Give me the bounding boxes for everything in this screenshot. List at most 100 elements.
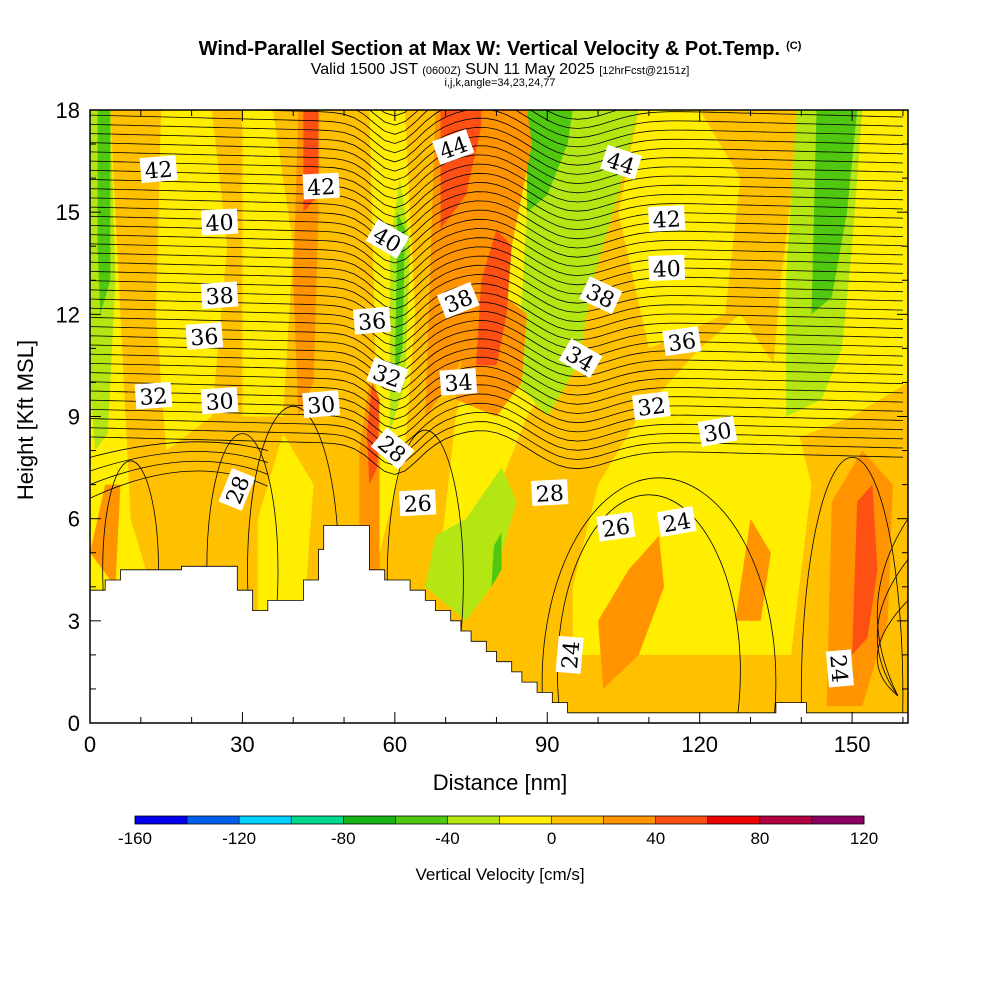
theta-label-text: 34 xyxy=(444,370,474,397)
isentrope-line xyxy=(90,35,903,79)
chart-title: Wind-Parallel Section at Max W: Vertical… xyxy=(0,38,1000,61)
theta-label: 40 xyxy=(648,254,686,283)
isentrope-line xyxy=(90,45,903,89)
x-tick-label: 0 xyxy=(84,732,96,757)
colorbar-swatch xyxy=(759,816,812,824)
grid-indices: i,j,k,angle=34,23,24,77 xyxy=(444,77,556,89)
theta-label-text: 26 xyxy=(601,514,632,543)
theta-label-text: 24 xyxy=(661,509,693,538)
theta-label-text: 42 xyxy=(652,207,681,233)
light-band xyxy=(257,433,314,655)
theta-label: 42 xyxy=(302,172,340,201)
x-axis-label: Distance [nm] xyxy=(433,770,568,795)
theta-label-text: 30 xyxy=(702,419,734,448)
theta-label: 30 xyxy=(200,386,239,416)
isentrope-line xyxy=(90,63,903,107)
y-tick-label: 9 xyxy=(68,405,80,430)
isentrope-line xyxy=(90,310,903,356)
updraft-zone xyxy=(598,535,665,689)
theta-label-box xyxy=(648,254,686,282)
x-tick-label: 90 xyxy=(535,732,559,757)
theta-label-box xyxy=(365,219,410,259)
isentrope-line xyxy=(90,255,903,301)
y-tick-label: 12 xyxy=(56,302,80,327)
colorbar: -160 -120 -80 -40 0 40 80 120 xyxy=(118,815,878,848)
isentrope-line xyxy=(90,451,268,472)
y-tick-label: 6 xyxy=(68,507,80,532)
isentrope-line xyxy=(90,411,903,457)
theta-label-text: 28 xyxy=(535,481,564,507)
updraft-core xyxy=(852,484,878,655)
theta-label: 32 xyxy=(631,391,671,422)
isentrope-line xyxy=(90,246,903,292)
theta-label: 44 xyxy=(431,129,475,165)
theta-label-box xyxy=(352,306,391,335)
theta-label: 36 xyxy=(185,322,224,351)
theta-label-box xyxy=(302,390,341,419)
terrain xyxy=(89,525,909,724)
colorbar-swatch xyxy=(447,816,500,824)
colorbar-tick-label: -80 xyxy=(331,829,356,848)
theta-label: 32 xyxy=(366,357,409,394)
theta-label-box xyxy=(134,381,173,410)
theta-label-text: 42 xyxy=(307,175,336,201)
theta-label-box xyxy=(370,427,415,470)
theta-label-text: 32 xyxy=(636,394,667,422)
theta-label-box xyxy=(558,338,603,378)
isentrope-line xyxy=(800,457,904,723)
theta-label: 38 xyxy=(200,281,239,311)
theta-label: 28 xyxy=(531,479,569,508)
isentrope-line xyxy=(90,301,903,347)
theta-label-box xyxy=(399,489,437,517)
green-core xyxy=(491,532,502,587)
y-tick-label: 3 xyxy=(68,609,80,634)
theta-label-box xyxy=(555,635,584,674)
colorbar-swatch xyxy=(499,816,552,824)
isentrope-line xyxy=(90,237,903,282)
theta-label-box xyxy=(596,511,636,542)
theta-label: 34 xyxy=(439,368,478,397)
isentrope-line xyxy=(90,329,903,374)
colorbar-swatch xyxy=(343,816,396,824)
y-axis-label: Height [Kft MSL] xyxy=(13,340,38,500)
theta-label: 42 xyxy=(139,155,178,185)
theta-label-box xyxy=(825,649,854,688)
x-tick-label: 60 xyxy=(383,732,407,757)
theta-label: 36 xyxy=(352,306,391,336)
theta-label-text: 30 xyxy=(205,389,235,416)
theta-label-box xyxy=(697,415,738,447)
theta-label-text: 36 xyxy=(357,309,387,336)
colorbar-swatch xyxy=(603,816,656,824)
valid-date: SUN 11 May 2025 xyxy=(465,61,595,78)
isentrope-line xyxy=(90,117,903,163)
updraft-core xyxy=(366,382,380,485)
colorbar-tick-label: 80 xyxy=(750,829,769,848)
colorbar-swatch xyxy=(395,816,448,824)
theta-label-text: 30 xyxy=(306,392,336,419)
colorbar-swatch xyxy=(291,816,344,824)
theta-label: 24 xyxy=(824,649,854,688)
isentrope-line xyxy=(90,154,903,200)
title-mark: (C) xyxy=(786,40,802,52)
theta-label: 24 xyxy=(656,506,697,538)
colorbar-swatch xyxy=(551,816,604,824)
theta-label: 42 xyxy=(648,205,686,234)
isentrope-line xyxy=(90,136,903,181)
colorbar-swatch xyxy=(811,816,864,824)
isentrope-line xyxy=(90,264,903,310)
theta-label-text: 32 xyxy=(139,384,169,411)
valid-utc: (0600Z) xyxy=(422,65,461,77)
colorbar-tick-label: -40 xyxy=(435,829,460,848)
theta-label-box xyxy=(436,281,480,319)
theta-label-text: 40 xyxy=(205,211,234,237)
isentrope-line xyxy=(355,110,903,135)
y-tick-label: 18 xyxy=(56,98,80,123)
isentrope-line xyxy=(90,191,903,236)
isentrope-line xyxy=(90,347,903,393)
theta-label: 30 xyxy=(302,390,341,420)
theta-label-box xyxy=(200,208,239,236)
theta-label-text: 26 xyxy=(403,492,432,518)
isentrope-line xyxy=(876,559,908,697)
theta-label-text: 24 xyxy=(558,640,585,670)
